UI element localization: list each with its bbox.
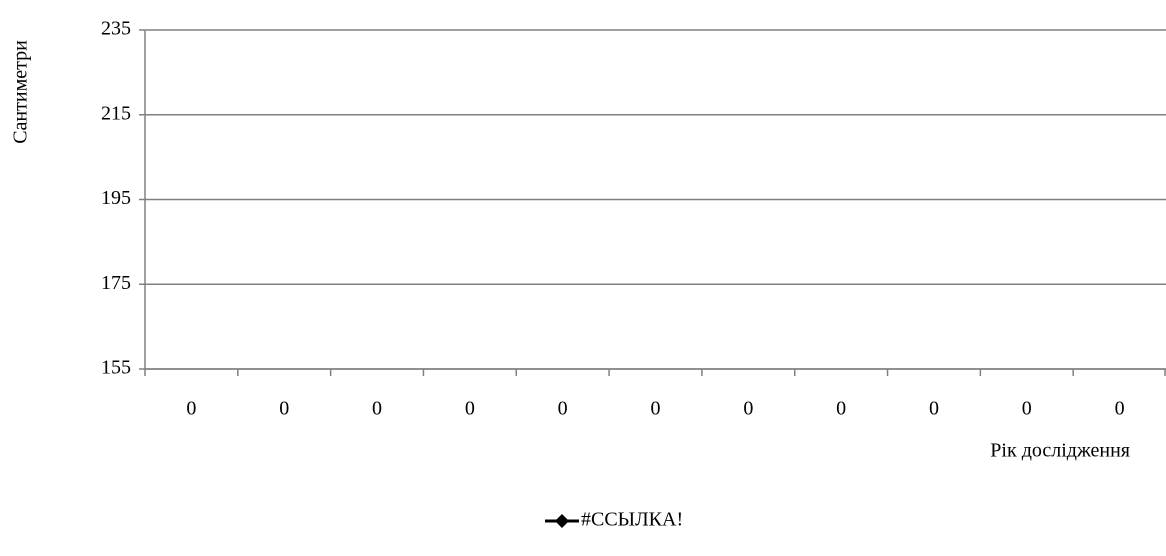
x-tick-label: 0 [1115, 398, 1125, 420]
x-tick-label: 0 [372, 398, 382, 420]
legend-label: #ССЫЛКА! [581, 509, 683, 531]
x-tick-label: 0 [465, 398, 475, 420]
x-tick-label: 0 [279, 398, 289, 420]
x-tick-label: 0 [558, 398, 568, 420]
y-tick-label: 235 [101, 18, 131, 40]
y-tick-label: 215 [101, 102, 131, 124]
x-tick-label: 0 [186, 398, 196, 420]
x-tick-label: 0 [743, 398, 753, 420]
y-tick-label: 195 [101, 187, 131, 209]
x-tick-label: 0 [651, 398, 661, 420]
y-tick-label: 155 [101, 357, 131, 379]
x-tick-label: 0 [836, 398, 846, 420]
x-tick-label: 0 [1022, 398, 1032, 420]
legend-marker [555, 514, 569, 528]
x-tick-label: 0 [929, 398, 939, 420]
x-axis-title: Рік дослідження [990, 440, 1130, 462]
y-tick-label: 175 [101, 272, 131, 294]
y-axis-title: Сантиметри [10, 40, 32, 144]
